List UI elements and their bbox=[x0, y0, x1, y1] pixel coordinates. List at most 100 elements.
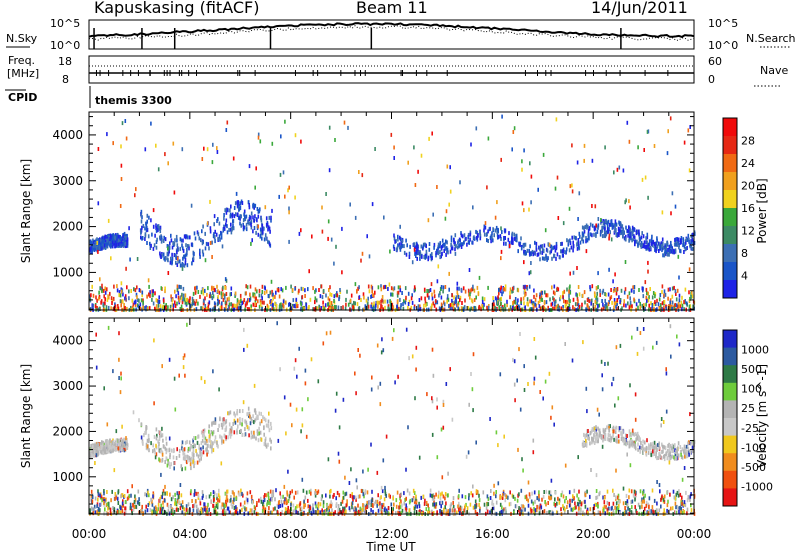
echo-cell bbox=[191, 261, 193, 266]
echo-cell bbox=[568, 289, 570, 294]
echo-cell bbox=[457, 295, 460, 299]
echo-cell bbox=[203, 435, 206, 439]
echo-cell bbox=[222, 421, 225, 426]
echo-cell bbox=[225, 435, 227, 440]
echo-cell bbox=[514, 300, 517, 305]
echo-cell bbox=[372, 292, 374, 297]
echo-cell bbox=[648, 496, 651, 501]
echo-cell bbox=[159, 229, 162, 234]
echo-cell bbox=[211, 255, 213, 259]
echo-cell bbox=[201, 229, 203, 234]
echo-cell bbox=[449, 249, 452, 254]
echo-cell bbox=[644, 447, 646, 452]
echo-cell bbox=[404, 286, 407, 291]
echo-cell bbox=[620, 288, 623, 293]
echo-cell bbox=[655, 302, 657, 306]
echo-cell bbox=[379, 501, 381, 506]
echo-cell bbox=[261, 296, 263, 301]
echo-cell bbox=[647, 243, 650, 247]
echo-cell bbox=[625, 303, 627, 308]
echo-cell bbox=[357, 494, 360, 499]
echo-cell bbox=[474, 509, 477, 514]
echo-cell bbox=[594, 502, 596, 507]
echo-cell bbox=[606, 425, 608, 430]
echo-cell bbox=[581, 225, 584, 230]
echo-cell bbox=[566, 500, 569, 505]
echo-cell bbox=[248, 214, 251, 219]
echo-cell bbox=[597, 271, 599, 276]
echo-cell bbox=[205, 441, 207, 446]
echo-cell bbox=[155, 143, 157, 148]
echo-cell bbox=[656, 501, 658, 506]
echo-cell bbox=[453, 307, 455, 312]
echo-cell bbox=[647, 291, 649, 296]
echo-cell bbox=[423, 303, 425, 308]
echo-cell bbox=[562, 253, 564, 258]
echo-cell bbox=[236, 203, 239, 208]
echo-cell bbox=[526, 301, 528, 306]
echo-cell bbox=[541, 247, 544, 252]
echo-cell bbox=[200, 238, 202, 243]
echo-cell bbox=[552, 306, 554, 311]
echo-cell bbox=[245, 214, 248, 219]
echo-cell bbox=[663, 253, 666, 258]
echo-cell bbox=[631, 304, 633, 309]
echo-cell bbox=[565, 250, 567, 255]
echo-cell bbox=[435, 299, 437, 304]
echo-cell bbox=[469, 295, 471, 300]
echo-cell bbox=[150, 243, 152, 248]
echo-cell bbox=[454, 300, 457, 304]
echo-cell bbox=[366, 490, 369, 495]
echo-cell bbox=[148, 306, 151, 311]
echo-cell bbox=[681, 303, 684, 308]
echo-cell bbox=[590, 429, 593, 434]
echo-cell bbox=[198, 236, 201, 241]
echo-cell bbox=[405, 238, 407, 243]
echo-cell bbox=[275, 304, 278, 308]
echo-cell bbox=[252, 229, 254, 234]
echo-cell bbox=[608, 233, 611, 238]
echo-cell bbox=[387, 287, 389, 291]
echo-cell bbox=[683, 510, 686, 514]
echo-cell bbox=[161, 457, 164, 462]
echo-cell bbox=[645, 447, 648, 452]
echo-cell bbox=[630, 236, 632, 241]
echo-cell bbox=[261, 227, 264, 232]
echo-cell bbox=[171, 252, 173, 257]
echo-cell bbox=[399, 247, 402, 252]
echo-cell bbox=[653, 440, 656, 445]
echo-cell bbox=[106, 449, 108, 454]
echo-cell bbox=[494, 306, 496, 311]
echo-cell bbox=[419, 304, 421, 309]
echo-cell bbox=[577, 285, 580, 289]
echo-cell bbox=[396, 293, 399, 298]
echo-cell bbox=[432, 301, 434, 306]
echo-cell bbox=[576, 293, 578, 298]
echo-cell bbox=[667, 296, 669, 301]
echo-cell bbox=[636, 229, 638, 234]
echo-cell bbox=[373, 304, 375, 309]
echo-cell bbox=[323, 307, 325, 312]
echo-cell bbox=[488, 227, 491, 232]
echo-cell bbox=[381, 295, 384, 299]
echo-cell bbox=[222, 297, 225, 302]
echo-cell bbox=[169, 465, 171, 469]
echo-cell bbox=[230, 432, 233, 437]
echo-cell bbox=[264, 233, 267, 238]
echo-cell bbox=[671, 191, 674, 196]
echo-cell bbox=[587, 297, 590, 302]
echo-cell bbox=[675, 510, 678, 515]
echo-cell bbox=[180, 503, 182, 508]
echo-cell bbox=[92, 303, 95, 308]
echo-cell bbox=[247, 406, 250, 411]
echo-cell bbox=[619, 300, 621, 304]
echo-cell bbox=[585, 443, 588, 448]
echo-cell bbox=[670, 240, 672, 245]
echo-cell bbox=[152, 224, 155, 229]
echo-cell bbox=[214, 505, 216, 510]
echo-cell bbox=[102, 239, 105, 244]
echo-cell bbox=[398, 245, 401, 250]
echo-cell bbox=[550, 302, 553, 307]
echo-cell bbox=[96, 504, 98, 509]
echo-cell bbox=[647, 195, 649, 200]
